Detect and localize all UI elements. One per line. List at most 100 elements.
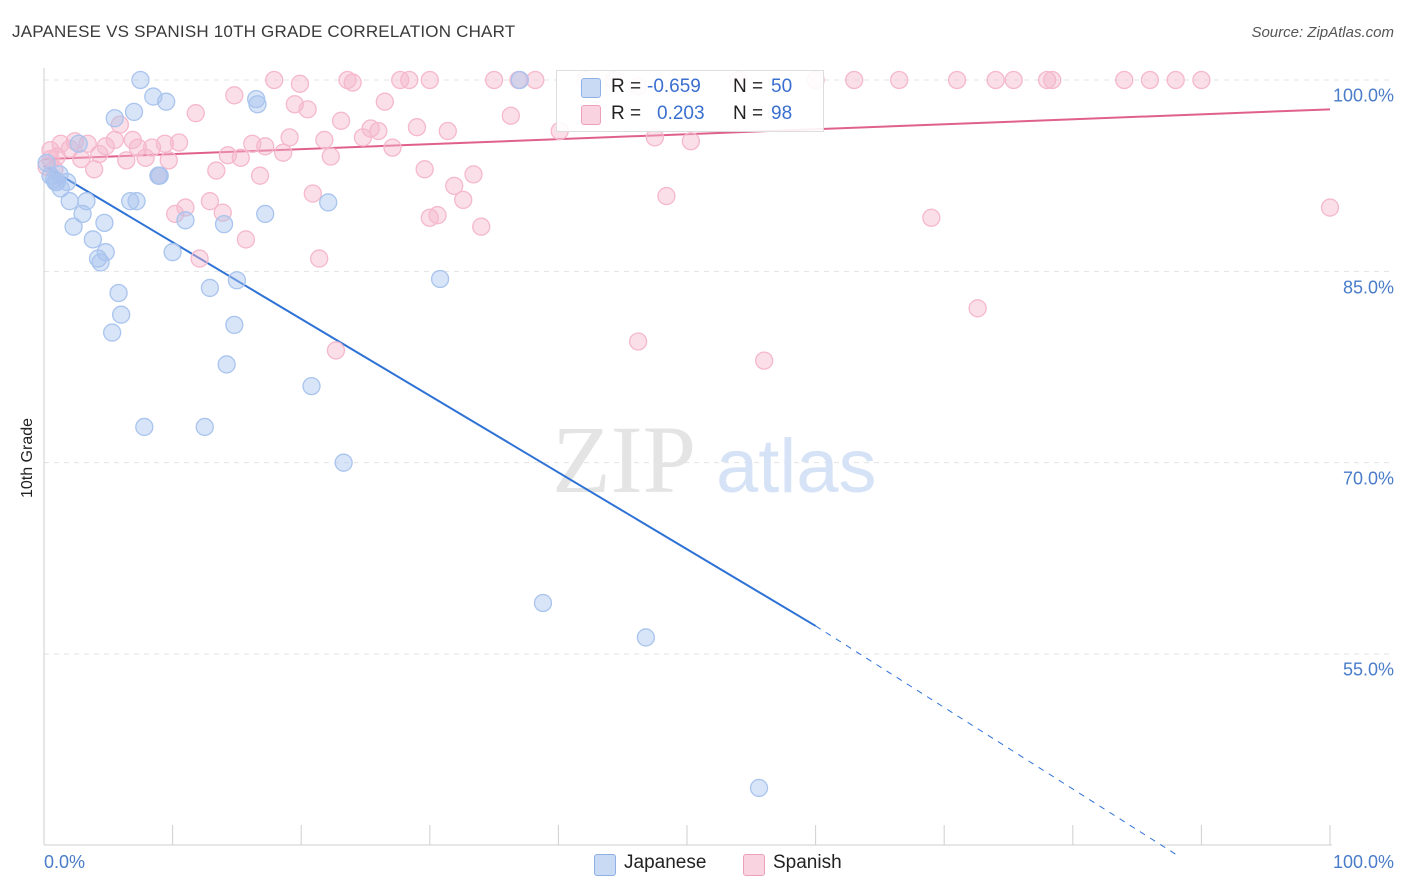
spanish-point [445, 176, 464, 196]
japanese-trend-extension [815, 625, 1176, 855]
spanish-point [968, 299, 987, 318]
legend-r-label: R = [611, 103, 642, 124]
spanish-point [375, 92, 394, 111]
x-tick-0: 0.0% [44, 852, 86, 872]
japanese-point [214, 214, 234, 234]
spanish-point [190, 249, 209, 268]
spanish-point [117, 151, 136, 170]
japanese-point [46, 172, 65, 192]
japanese-point [256, 204, 275, 224]
japanese-point [131, 70, 150, 90]
spanish-point [338, 70, 357, 90]
spanish-point [501, 106, 520, 125]
japanese-point [510, 70, 529, 90]
y-tick-70: 70.0% [1342, 468, 1394, 489]
spanish-point [280, 128, 299, 147]
japanese-point [302, 376, 321, 396]
y-tick-100: 100.0% [1332, 85, 1394, 106]
spanish-point [400, 70, 419, 90]
japanese-point [225, 315, 244, 335]
spanish-point [428, 206, 447, 225]
legend-r-label: R = [611, 76, 642, 97]
japanese-point [60, 192, 79, 211]
spanish-point [526, 70, 545, 90]
spanish-swatch [581, 105, 601, 125]
spanish-point [231, 148, 250, 167]
spanish-point [72, 149, 91, 169]
legend-r-value: -0.659 [647, 76, 701, 97]
spanish-point [303, 184, 322, 203]
spanish-point [166, 204, 185, 224]
spanish-point [315, 130, 334, 150]
japanese-point [91, 253, 110, 272]
spanish-point [331, 111, 351, 130]
japanese-point [163, 243, 182, 262]
japanese-point [217, 355, 236, 374]
japanese-point [319, 193, 338, 212]
watermark-atlas: atlas [716, 424, 877, 509]
series-japanese [37, 70, 769, 798]
spanish-point [274, 143, 293, 162]
spanish-point [420, 70, 439, 90]
japanese-point [105, 109, 124, 128]
x-tick-100: 100.0% [1332, 852, 1394, 872]
y-axis-label: 10th Grade [19, 417, 36, 499]
legend-label-spanish: Spanish [773, 852, 842, 873]
spanish-point [207, 161, 226, 180]
spanish-point [169, 133, 189, 152]
chart-title: JAPANESE VS SPANISH 10TH GRADE CORRELATI… [12, 22, 516, 41]
japanese-point [127, 192, 146, 211]
axes [43, 68, 1332, 846]
spanish-legend-swatch [743, 854, 765, 876]
stats-legend: R = -0.659 N = 50 R = 0.203 N = 98 [556, 70, 824, 132]
japanese-point [195, 417, 214, 437]
legend-n-label: N = [733, 103, 764, 124]
spanish-point [326, 341, 346, 360]
spanish-point [657, 186, 676, 206]
spanish-point [1037, 70, 1057, 90]
spanish-point [321, 147, 340, 166]
watermark-zip: ZIP [552, 406, 696, 513]
spanish-point [298, 100, 317, 119]
spanish-point [628, 332, 648, 351]
legend-n-value: 98 [771, 103, 793, 124]
spanish-point [236, 230, 256, 249]
japanese-point [200, 278, 220, 298]
spanish-point [256, 137, 275, 156]
spanish-point [85, 160, 104, 179]
japanese-point [227, 271, 247, 290]
spanish-point [890, 70, 909, 90]
spanish-point [310, 249, 329, 268]
spanish-point [51, 134, 70, 153]
spanish-point [755, 351, 774, 370]
spanish-point [845, 70, 864, 90]
spanish-point [1166, 70, 1185, 90]
spanish-point [484, 70, 504, 90]
spanish-point [415, 160, 434, 179]
japanese-point [69, 134, 88, 153]
legend-r-value: 0.203 [657, 103, 705, 124]
japanese-point [96, 243, 115, 262]
japanese-point [83, 230, 103, 249]
y-tick-85: 85.0% [1342, 277, 1394, 298]
spanish-point [1043, 70, 1062, 90]
legend-label-japanese: Japanese [624, 852, 707, 873]
spanish-point [1192, 70, 1211, 90]
japanese-point [77, 192, 96, 211]
japanese-point [135, 417, 154, 437]
spanish-point [1140, 70, 1160, 90]
spanish-point [383, 138, 402, 157]
japanese-point [157, 92, 176, 111]
japanese-point [334, 453, 353, 472]
spanish-point [265, 70, 284, 90]
spanish-point [105, 130, 124, 150]
spanish-point [922, 208, 941, 227]
source-label: Source: ZipAtlas.com [1251, 24, 1394, 41]
japanese-point [95, 213, 114, 233]
japanese-point [176, 211, 195, 230]
spanish-point [186, 104, 205, 123]
japanese-point [109, 283, 128, 303]
spanish-point [947, 70, 967, 90]
japanese-legend-swatch [594, 854, 616, 876]
